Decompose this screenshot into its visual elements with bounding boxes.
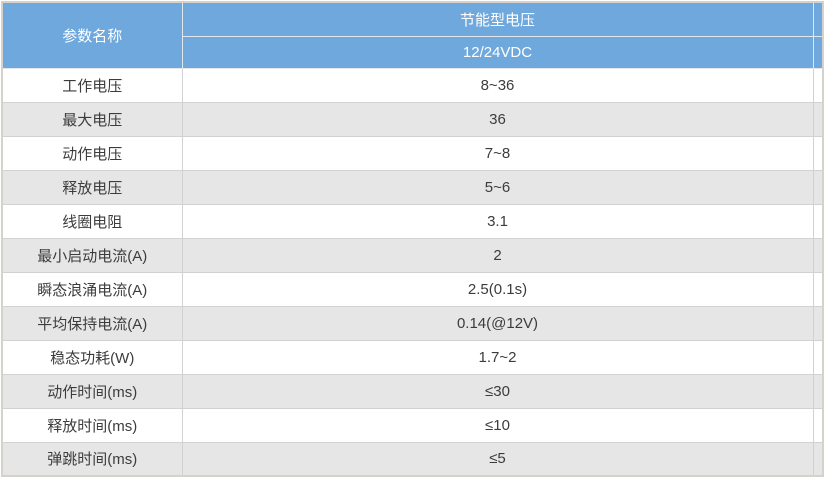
row-value-cell: 2.5(0.1s)	[181, 271, 814, 307]
row-value-cell: 7~8	[181, 135, 814, 171]
cutoff-column-cell	[812, 373, 824, 409]
cutoff-column-cell	[812, 169, 824, 205]
table-row: 动作时间(ms) ≤30	[1, 373, 824, 409]
table-row: 弹跳时间(ms) ≤5	[1, 441, 824, 477]
row-value-cell: ≤5	[181, 441, 814, 477]
table-row: 线圈电阻 3.1	[1, 203, 824, 239]
row-value-cell: ≤30	[181, 373, 814, 409]
table-row: 平均保持电流(A) 0.14(@12V)	[1, 305, 824, 341]
row-label-cell: 动作电压	[1, 135, 183, 171]
cutoff-column-cell	[812, 271, 824, 307]
cutoff-column-cell	[812, 305, 824, 341]
row-value-cell: 1.7~2	[181, 339, 814, 375]
row-label-cell: 最大电压	[1, 101, 183, 137]
row-value-cell: ≤10	[181, 407, 814, 443]
row-label-cell: 线圈电阻	[1, 203, 183, 239]
row-value-cell: 36	[181, 101, 814, 137]
row-label-cell: 弹跳时间(ms)	[1, 441, 183, 477]
table-row: 动作电压 7~8	[1, 135, 824, 171]
table-row: 释放时间(ms) ≤10	[1, 407, 824, 443]
cutoff-column-cell	[812, 203, 824, 239]
cutoff-column-header-top	[812, 1, 824, 37]
spec-table: 参数名称 节能型电压 12/24VDC 工作电压 8~36 最大电压 36 动作…	[1, 1, 824, 477]
group-header-cell: 节能型电压	[181, 1, 814, 37]
row-value-cell: 0.14(@12V)	[181, 305, 814, 341]
row-value-cell: 3.1	[181, 203, 814, 239]
row-label-cell: 释放时间(ms)	[1, 407, 183, 443]
row-label-cell: 稳态功耗(W)	[1, 339, 183, 375]
row-label-cell: 最小启动电流(A)	[1, 237, 183, 273]
subgroup-header-cell: 12/24VDC	[181, 35, 814, 69]
row-label-cell: 动作时间(ms)	[1, 373, 183, 409]
table-row: 最小启动电流(A) 2	[1, 237, 824, 273]
cutoff-column-cell	[812, 67, 824, 103]
cutoff-column-cell	[812, 101, 824, 137]
table-row: 稳态功耗(W) 1.7~2	[1, 339, 824, 375]
table-row: 释放电压 5~6	[1, 169, 824, 205]
cutoff-column-header-bottom	[812, 35, 824, 69]
row-label-cell: 工作电压	[1, 67, 183, 103]
row-label-cell: 释放电压	[1, 169, 183, 205]
cutoff-column-cell	[812, 135, 824, 171]
table-row: 最大电压 36	[1, 101, 824, 137]
row-label-cell: 平均保持电流(A)	[1, 305, 183, 341]
table-body: 工作电压 8~36 最大电压 36 动作电压 7~8 释放电压 5~6 线圈电阻…	[1, 67, 824, 477]
table-row: 瞬态浪涌电流(A) 2.5(0.1s)	[1, 271, 824, 307]
header-row-group: 参数名称 节能型电压	[1, 1, 824, 69]
param-header-cell: 参数名称	[1, 1, 183, 69]
cutoff-column-cell	[812, 441, 824, 477]
cutoff-column-cell	[812, 407, 824, 443]
row-value-cell: 5~6	[181, 169, 814, 205]
row-value-cell: 8~36	[181, 67, 814, 103]
header-row-subgroup: 12/24VDC	[2, 35, 824, 69]
table-header: 参数名称 节能型电压 12/24VDC	[1, 1, 824, 69]
row-label-cell: 瞬态浪涌电流(A)	[1, 271, 183, 307]
row-value-cell: 2	[181, 237, 814, 273]
cutoff-column-cell	[812, 339, 824, 375]
table-row: 工作电压 8~36	[1, 67, 824, 103]
cutoff-column-cell	[812, 237, 824, 273]
